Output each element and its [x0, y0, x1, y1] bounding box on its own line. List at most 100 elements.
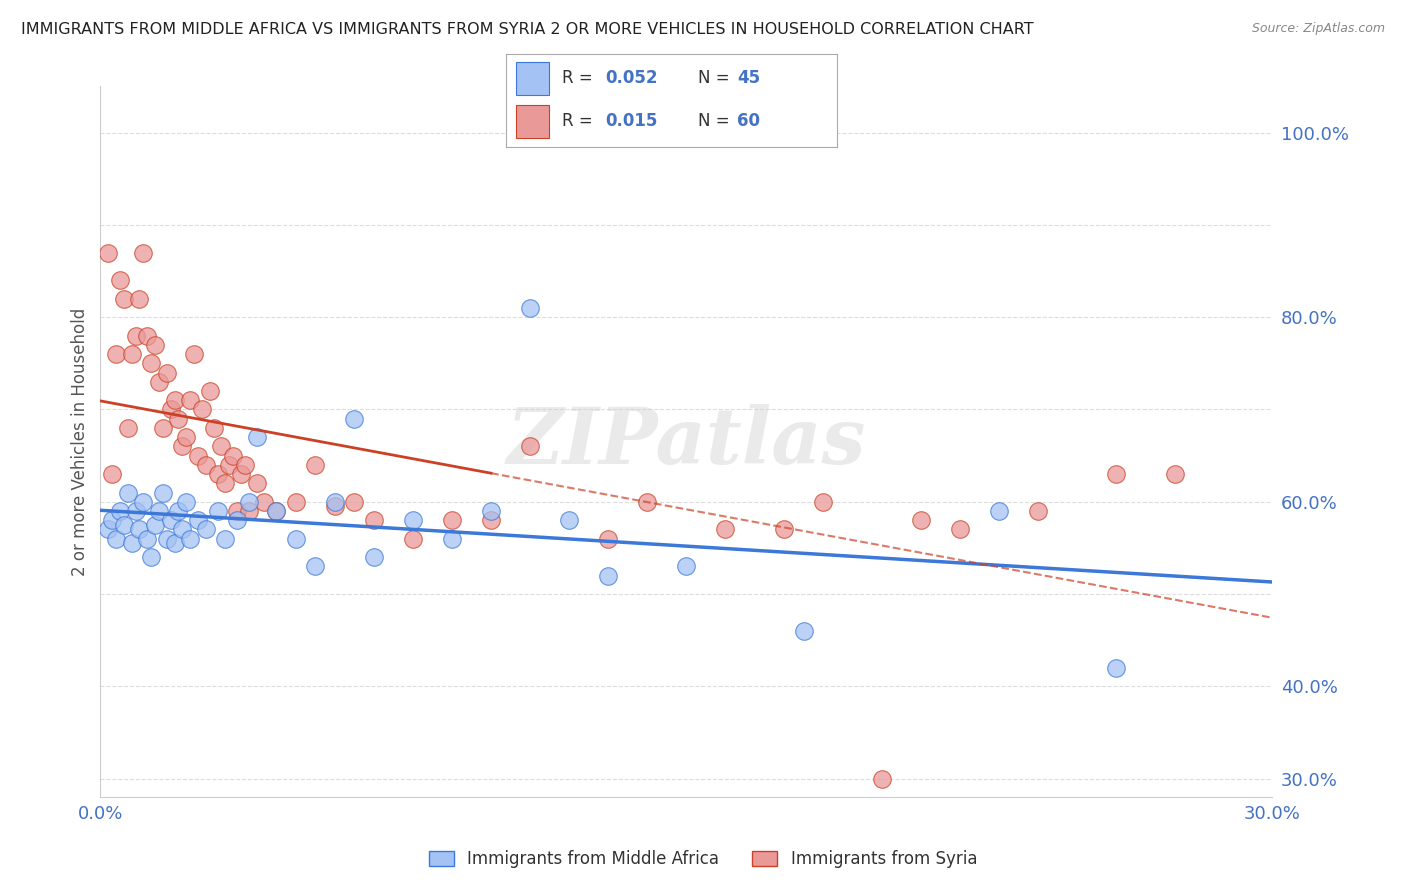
Point [132, 245, 155, 260]
Point [207, 504, 229, 518]
Point [363, 550, 385, 565]
Text: 0.052: 0.052 [605, 69, 658, 87]
Point [136, 328, 159, 343]
Point [112, 517, 135, 532]
Text: R =: R = [562, 112, 599, 130]
Point [148, 504, 170, 518]
Point [121, 347, 143, 361]
Point [104, 532, 127, 546]
Point [714, 523, 737, 537]
Point [172, 523, 194, 537]
Point [191, 402, 214, 417]
Point [108, 504, 131, 518]
Point [214, 532, 236, 546]
Point [176, 495, 198, 509]
Text: N =: N = [697, 112, 735, 130]
Y-axis label: 2 or more Vehicles in Household: 2 or more Vehicles in Household [72, 308, 89, 576]
Point [121, 536, 143, 550]
Point [479, 513, 502, 527]
Point [156, 366, 179, 380]
Point [479, 504, 502, 518]
Point [117, 485, 139, 500]
Point [1105, 661, 1128, 675]
Point [139, 356, 162, 370]
Point [167, 411, 190, 425]
Point [179, 393, 201, 408]
Point [163, 536, 186, 550]
Point [194, 523, 217, 537]
Point [172, 439, 194, 453]
Point [949, 523, 972, 537]
Point [363, 513, 385, 527]
Point [187, 513, 209, 527]
Point [238, 504, 260, 518]
Point [323, 495, 346, 509]
FancyBboxPatch shape [516, 105, 550, 138]
Point [988, 504, 1011, 518]
Text: 45: 45 [737, 69, 761, 87]
Point [402, 532, 425, 546]
Point [558, 513, 581, 527]
Point [598, 568, 620, 582]
Point [1164, 467, 1187, 481]
Point [139, 550, 162, 565]
FancyBboxPatch shape [516, 62, 550, 95]
Point [222, 449, 245, 463]
Point [104, 347, 127, 361]
Point [128, 523, 150, 537]
Point [167, 504, 190, 518]
Point [264, 504, 287, 518]
Point [343, 495, 366, 509]
Point [264, 504, 287, 518]
Point [148, 375, 170, 389]
Point [598, 532, 620, 546]
Text: 0.015: 0.015 [605, 112, 658, 130]
Point [152, 485, 174, 500]
Text: 60: 60 [737, 112, 761, 130]
Point [811, 495, 834, 509]
Point [773, 523, 796, 537]
Point [218, 458, 240, 472]
Point [124, 328, 146, 343]
Text: Source: ZipAtlas.com: Source: ZipAtlas.com [1251, 22, 1385, 36]
Point [117, 421, 139, 435]
Point [211, 439, 233, 453]
Text: N =: N = [697, 69, 735, 87]
Point [202, 421, 225, 435]
Point [187, 449, 209, 463]
Point [132, 495, 155, 509]
Point [128, 292, 150, 306]
Point [112, 292, 135, 306]
Point [284, 532, 307, 546]
Point [226, 513, 249, 527]
Text: IMMIGRANTS FROM MIDDLE AFRICA VS IMMIGRANTS FROM SYRIA 2 OR MORE VEHICLES IN HOU: IMMIGRANTS FROM MIDDLE AFRICA VS IMMIGRA… [21, 22, 1033, 37]
Point [226, 504, 249, 518]
Point [143, 517, 166, 532]
Point [198, 384, 221, 398]
Point [101, 467, 124, 481]
Point [152, 421, 174, 435]
Point [519, 439, 541, 453]
Point [143, 338, 166, 352]
Point [124, 504, 146, 518]
Point [323, 500, 346, 514]
Point [1105, 467, 1128, 481]
Point [136, 532, 159, 546]
Point [238, 495, 260, 509]
Point [207, 467, 229, 481]
Point [163, 393, 186, 408]
Point [246, 476, 269, 491]
Point [156, 532, 179, 546]
Point [402, 513, 425, 527]
Point [159, 513, 181, 527]
Point [97, 245, 120, 260]
Point [253, 495, 276, 509]
Point [229, 467, 252, 481]
Point [793, 624, 815, 638]
Point [440, 513, 463, 527]
Point [176, 430, 198, 444]
Point [343, 411, 366, 425]
Point [179, 532, 201, 546]
Legend: Immigrants from Middle Africa, Immigrants from Syria: Immigrants from Middle Africa, Immigrant… [422, 844, 984, 875]
Point [108, 273, 131, 287]
